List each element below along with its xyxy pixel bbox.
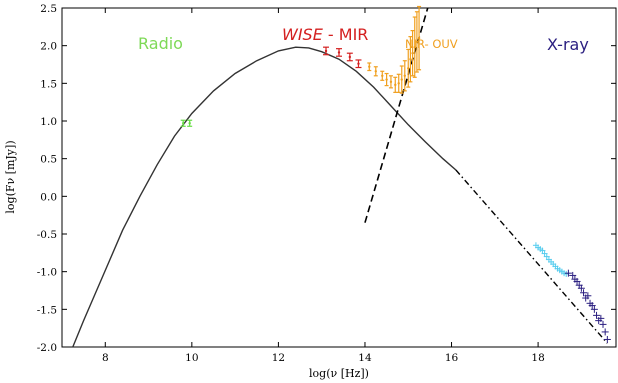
x-axis-label: log(ν [Hz]) (309, 367, 369, 380)
nir-ouv-point (400, 78, 403, 81)
wise-point (337, 51, 341, 54)
x-tick-label: 14 (358, 352, 372, 364)
nir-ouv-point (415, 40, 419, 44)
xray-hard-point (564, 269, 572, 277)
x-tick-labels: 8 10 12 14 16 18 (102, 352, 545, 364)
y-tick-labels: -2.0 -1.5 -1.0 -0.5 0.0 0.5 1.0 1.5 2.0 2.5 (37, 3, 57, 354)
xray-hard-point (601, 328, 609, 336)
wise-annotation: WISE - MIR (282, 25, 368, 44)
dashed-line (364, 7, 429, 223)
y-tick-label: -1.0 (37, 267, 57, 279)
y-tick-label: 1.0 (40, 116, 57, 128)
y-tick-label: 0.0 (40, 191, 57, 203)
xray-hard-point (573, 277, 581, 285)
x-tick-label: 18 (531, 352, 544, 364)
y-tick-label: -2.0 (37, 342, 57, 354)
xray-hard-point (590, 305, 598, 313)
x-tick-label: 12 (272, 352, 285, 364)
xray-hard-point (588, 302, 596, 310)
y-tick-label: -0.5 (37, 229, 57, 241)
xray-hard-point (580, 289, 588, 297)
nir-ouv-point (407, 67, 410, 70)
wise-point (324, 49, 328, 53)
xray-hard-point (597, 314, 605, 322)
radio-point (188, 122, 191, 125)
xray-soft-point (541, 250, 548, 257)
xray-hard-point (599, 320, 607, 328)
nir-ouv-point (394, 83, 397, 87)
y-axis-label: log(Fν [mJy]) (4, 140, 17, 213)
x-tick-label: 10 (185, 352, 198, 364)
nir-ouv-point (397, 82, 400, 85)
nir-ouv-point (417, 36, 421, 40)
nir-annotation: NIR- OUV (405, 37, 458, 51)
nir-ouv-point (389, 80, 393, 84)
radio-annotation: Radio (138, 34, 183, 53)
xray-annotation: X-ray (547, 35, 589, 54)
y-tick-label: 2.0 (40, 41, 57, 53)
xray-hard-point (603, 335, 611, 343)
radio-point (181, 122, 185, 125)
series-layer (72, 5, 611, 348)
y-tick-label: 0.5 (40, 154, 57, 166)
x-tick-label: 8 (102, 352, 109, 364)
nir-ouv-point (411, 52, 414, 55)
axis-ticks (62, 7, 616, 348)
x-tick-label: 16 (445, 352, 459, 364)
plot-frame (61, 7, 617, 348)
y-tick-label: -1.5 (37, 304, 57, 316)
nir-ouv-point (368, 65, 371, 68)
xray-soft-point (539, 247, 546, 254)
wise-point (348, 55, 352, 59)
nir-ouv-point (413, 45, 416, 49)
xray-hard-point (577, 284, 585, 292)
wise-point (357, 62, 360, 65)
nir-ouv-point (381, 74, 384, 78)
y-tick-label: 2.5 (40, 3, 57, 15)
wise-annotation-italic: WISE (282, 25, 324, 44)
y-tick-label: 1.5 (40, 78, 57, 90)
nir-ouv-point (409, 58, 412, 61)
nir-ouv-point (403, 74, 406, 78)
extrapolation-line (455, 169, 608, 344)
xray-hard-point (569, 271, 577, 279)
nir-ouv-point (374, 70, 377, 73)
xray-hard-point (584, 292, 592, 300)
model-curve (72, 46, 457, 348)
nir-ouv-point (385, 78, 388, 81)
wise-annotation-rest: - MIR (323, 25, 369, 44)
xray-hard-point (593, 311, 601, 319)
xray-soft-point (543, 253, 550, 260)
